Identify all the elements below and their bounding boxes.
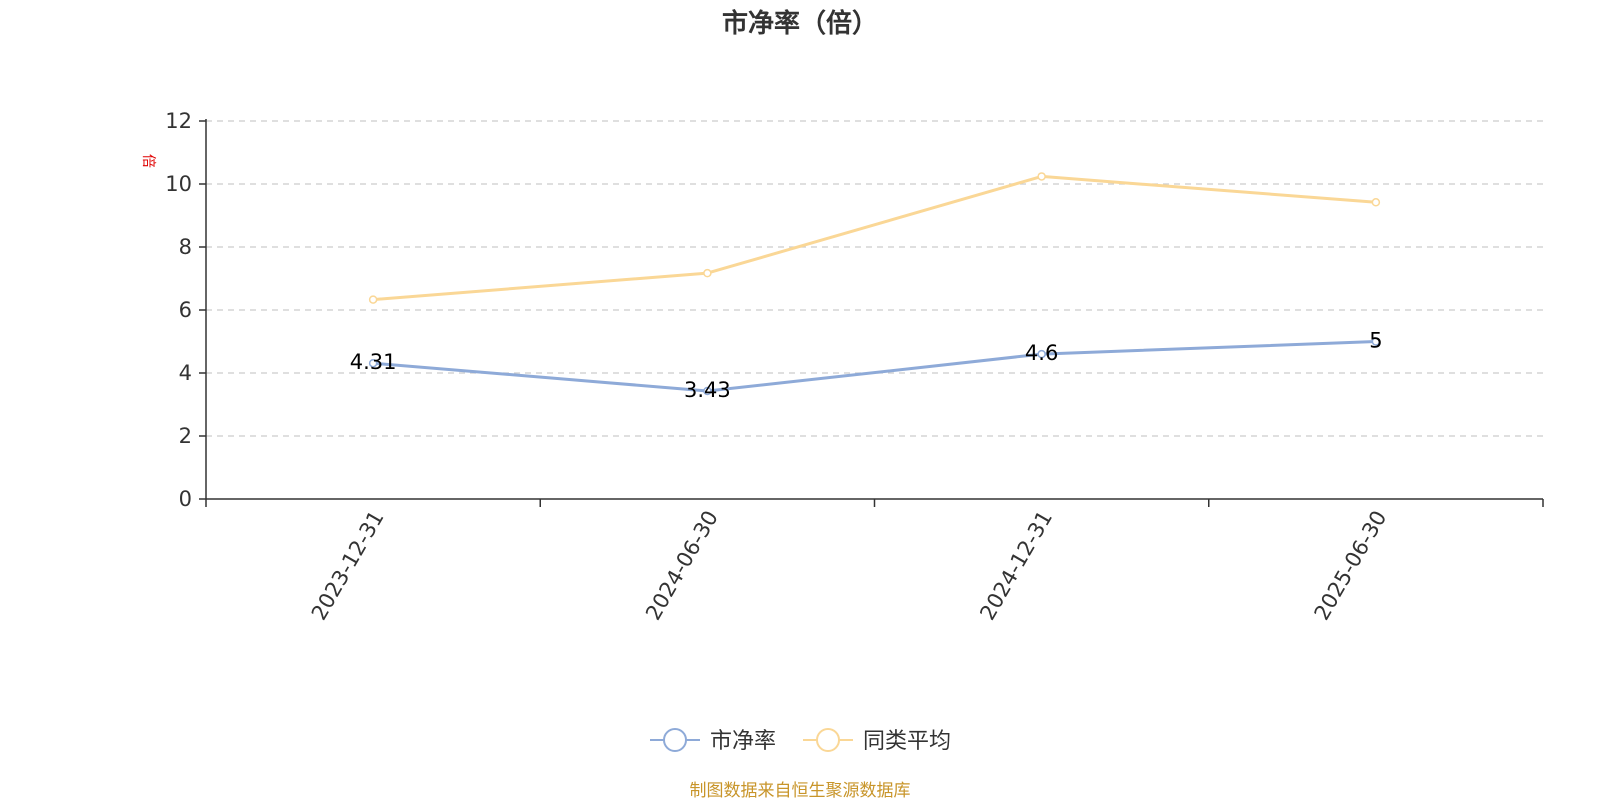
x-tick-label: 2024-12-31 — [975, 507, 1057, 625]
data-label: 5 — [1369, 329, 1382, 353]
legend-marker-icon — [663, 728, 687, 752]
series-point — [368, 295, 378, 304]
series-point — [1037, 349, 1046, 359]
data-label: 4.6 — [1025, 341, 1058, 365]
chart-title: 市净率（倍） — [722, 8, 878, 39]
series-line — [372, 340, 1376, 393]
y-tick-label: 4 — [179, 361, 192, 385]
data-labels: 4.31 3.43 4.6 5 — [350, 329, 1383, 402]
y-tick-label: 12 — [165, 109, 192, 133]
x-tick-label: 2023-12-31 — [307, 507, 389, 625]
series-line — [372, 174, 1377, 302]
y-axis-unit-label: 倍 — [140, 154, 156, 168]
source-note: 制图数据来自恒生聚源数据库 — [690, 781, 911, 800]
y-tick-label: 6 — [179, 298, 192, 322]
grid-lines — [206, 120, 1543, 437]
x-tick-label: 2024-06-30 — [641, 507, 723, 625]
data-label: 3.43 — [684, 378, 731, 402]
legend-marker-icon — [816, 728, 840, 752]
legend-item[interactable]: 同类平均 — [803, 728, 951, 754]
series-lines — [368, 172, 1381, 396]
series-point — [703, 268, 712, 278]
y-tick-label: 8 — [179, 235, 192, 259]
x-tick-label: 2025-06-30 — [1310, 507, 1392, 625]
series-point — [1371, 198, 1381, 207]
legend[interactable]: 市净率 同类平均 — [650, 728, 951, 754]
series-point — [1037, 172, 1046, 181]
y-tick-label: 2 — [179, 424, 192, 448]
series-point — [368, 358, 378, 368]
legend-item[interactable]: 市净率 — [650, 728, 776, 754]
legend-label: 同类平均 — [863, 729, 951, 754]
series-point — [703, 386, 712, 396]
series-point — [1371, 337, 1381, 346]
y-tick-label: 10 — [165, 172, 192, 196]
data-label: 4.31 — [350, 350, 397, 374]
legend-label: 市净率 — [710, 729, 776, 754]
y-tick-label: 0 — [179, 487, 192, 511]
